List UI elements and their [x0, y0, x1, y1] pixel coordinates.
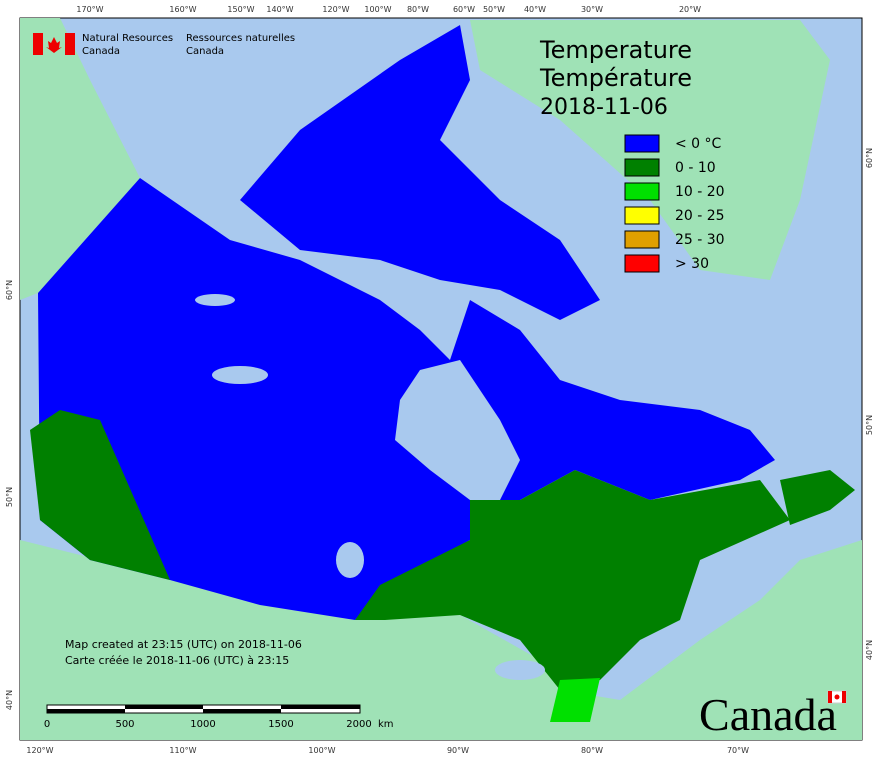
graticule-label: 40°W	[524, 5, 546, 14]
flag-bar	[65, 33, 75, 55]
wordmark-flag	[827, 690, 847, 704]
flag-leaf	[834, 694, 840, 700]
alaska	[20, 18, 140, 300]
legend-swatch	[624, 254, 660, 273]
flag-bar	[33, 33, 43, 55]
graticule-label: 50°N	[5, 487, 14, 507]
graticule-label: 50°N	[865, 415, 874, 435]
lake	[212, 366, 268, 384]
graticule-label: 40°N	[5, 690, 14, 710]
usa	[20, 540, 862, 740]
credit: Carte créée le 2018-11-06 (UTC) à 23:15	[65, 654, 289, 667]
maple-leaf	[46, 37, 62, 53]
graticule-label: 60°N	[865, 148, 874, 168]
legend-swatch	[624, 158, 660, 177]
org-fr: Canada	[186, 46, 224, 57]
org-fr: Ressources naturelles	[186, 33, 295, 44]
scale-label: 1500	[268, 719, 293, 730]
graticule-label: 170°W	[76, 5, 103, 14]
graticule-label: 140°W	[266, 5, 293, 14]
graticule-label: 110°W	[169, 746, 196, 755]
graticule-label: 100°W	[364, 5, 391, 14]
legend-swatch	[624, 206, 660, 225]
org-en: Canada	[82, 46, 120, 57]
region-0-10-nf	[780, 470, 855, 525]
legend-swatch	[624, 134, 660, 153]
graticule-label: 60°N	[5, 280, 14, 300]
graticule-label: 90°W	[447, 746, 469, 755]
region-0-10	[355, 470, 790, 690]
region-10-20	[550, 678, 600, 722]
wordmark: Canada	[699, 689, 837, 740]
scale-label: 0	[44, 719, 50, 730]
legend-label: < 0 °C	[675, 136, 722, 152]
graticule-label: 80°W	[407, 5, 429, 14]
graticule-label: 120°W	[322, 5, 349, 14]
graticule-label: 160°W	[169, 5, 196, 14]
region-0-10-bc	[30, 410, 170, 580]
graticule-label: 100°W	[308, 746, 335, 755]
lakes	[195, 294, 545, 680]
lake	[336, 542, 364, 578]
legend-label: 25 - 30	[675, 232, 725, 248]
legend-label: > 30	[675, 256, 709, 272]
graticule-label: 60°W	[453, 5, 475, 14]
graticule-label: 20°W	[679, 5, 701, 14]
org-en: Natural Resources	[82, 33, 173, 44]
scale-seg	[47, 709, 125, 713]
graticule-label: 70°W	[727, 746, 749, 755]
graticule-label: 150°W	[227, 5, 254, 14]
date: 2018-11-06	[540, 95, 668, 120]
scale-seg	[203, 709, 281, 713]
legend-swatch	[624, 182, 660, 201]
lake	[195, 294, 235, 306]
scale-label: 1000	[190, 719, 215, 730]
hudson-bay	[395, 360, 520, 500]
legend: < 0 °C 0 - 10 10 - 20 20 - 25 25 - 30 > 30	[624, 134, 725, 273]
graticule-label: 80°W	[581, 746, 603, 755]
graticule-label: 50°W	[483, 5, 505, 14]
arctic-islands	[240, 25, 600, 320]
lake	[495, 660, 545, 680]
scale-seg	[125, 705, 203, 709]
scale-label: 500	[115, 719, 134, 730]
graticule-label: 40°N	[865, 640, 874, 660]
legend-label: 0 - 10	[675, 160, 716, 176]
scale-bar: 0 500 1000 1500 2000 km	[44, 704, 394, 730]
title: Température	[539, 64, 692, 92]
graticule-labels: 170°W 160°W 150°W 140°W 120°W 100°W 80°W 60°W 50…	[5, 5, 874, 755]
credit: Map created at 23:15 (UTC) on 2018-11-06	[65, 638, 302, 651]
flag-bar	[828, 691, 832, 703]
logo: Natural Resources Canada Ressources natu…	[33, 33, 295, 57]
graticule-label: 30°W	[581, 5, 603, 14]
scale-seg	[281, 705, 360, 709]
legend-label: 20 - 25	[675, 208, 725, 224]
graticule-label: 120°W	[26, 746, 53, 755]
scale-unit: km	[378, 719, 394, 730]
title: Temperature	[539, 36, 692, 64]
scale-label: 2000	[346, 719, 371, 730]
map-area	[19, 17, 863, 741]
flag-bar	[842, 691, 846, 703]
legend-label: 10 - 20	[675, 184, 725, 200]
legend-swatch	[624, 230, 660, 249]
